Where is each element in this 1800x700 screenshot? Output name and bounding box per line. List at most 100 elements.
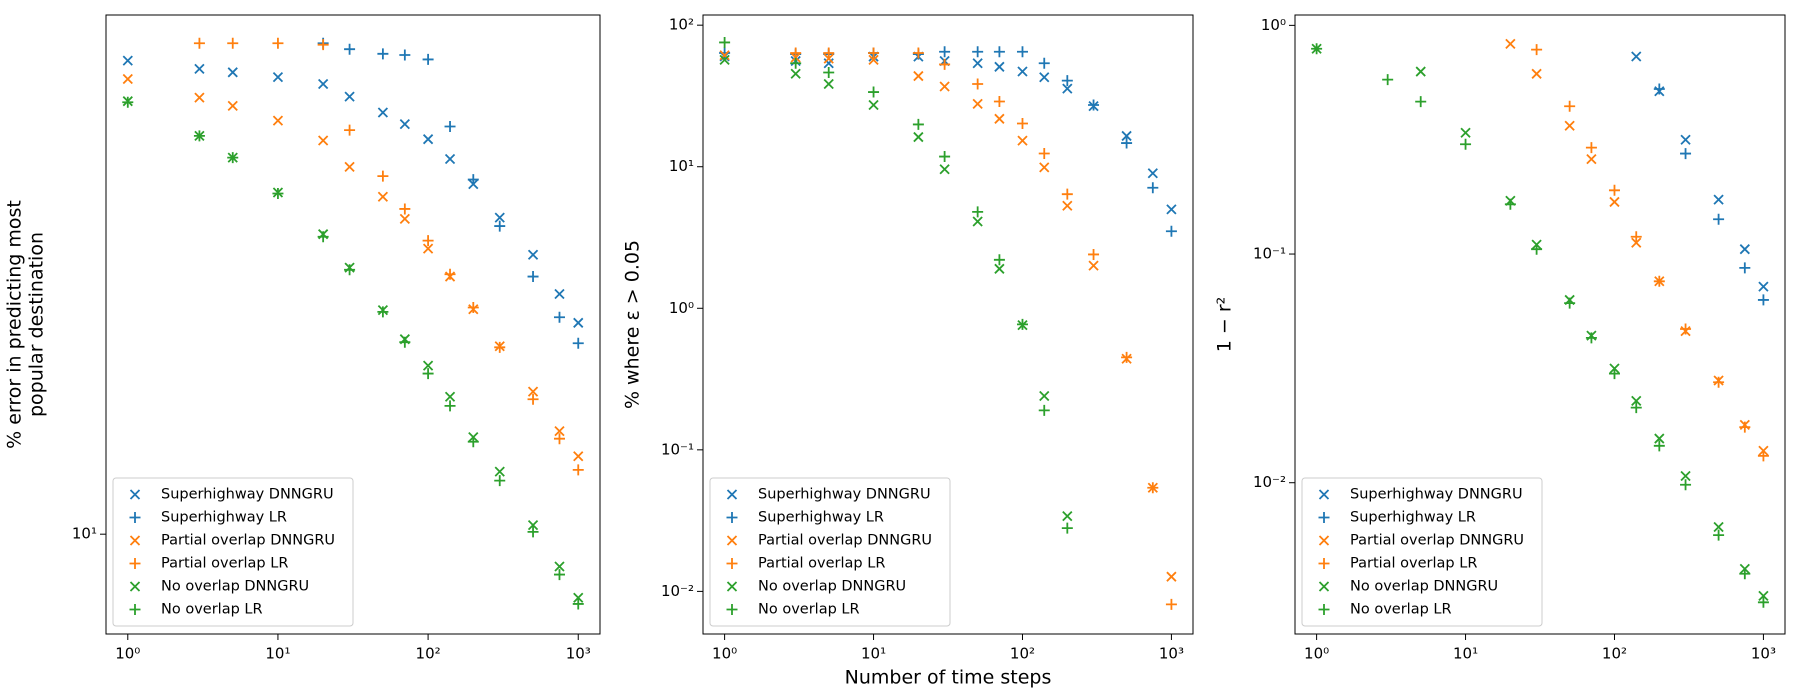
data-point — [1586, 154, 1597, 165]
data-point — [444, 153, 456, 165]
data-point — [993, 46, 1005, 58]
legend-marker — [129, 535, 141, 546]
data-point — [868, 99, 879, 111]
x-tick-label: 10¹ — [861, 645, 886, 663]
data-point — [1505, 38, 1516, 50]
legend-marker — [1318, 512, 1330, 523]
data-point — [1382, 74, 1394, 86]
data-point — [1165, 225, 1177, 237]
legend-label: Partial overlap LR — [161, 556, 288, 572]
data-point — [444, 391, 456, 402]
data-point — [1713, 213, 1725, 225]
data-point — [1017, 135, 1028, 146]
data-point — [1739, 568, 1751, 580]
data-point — [823, 53, 834, 64]
data-point — [422, 134, 434, 145]
data-point — [272, 188, 284, 200]
data-point — [939, 81, 950, 92]
data-point — [1311, 43, 1323, 55]
data-point — [527, 386, 539, 397]
data-point — [912, 118, 924, 130]
data-point — [494, 212, 505, 223]
data-point — [1147, 482, 1159, 494]
data-point — [1039, 72, 1050, 83]
data-point — [227, 100, 238, 112]
data-point — [993, 95, 1005, 107]
data-point — [467, 302, 479, 314]
legend-label: No overlap LR — [758, 602, 860, 618]
data-point — [1531, 44, 1543, 56]
legend-label: Partial overlap LR — [1350, 556, 1477, 572]
data-point — [823, 67, 835, 79]
legend-label: Superhighway DNNGRU — [758, 487, 931, 503]
data-point — [1062, 83, 1073, 94]
data-point — [1061, 75, 1073, 87]
data-point — [1564, 120, 1575, 131]
data-point — [272, 115, 284, 126]
data-point — [1713, 521, 1724, 533]
data-point — [868, 54, 879, 65]
data-point — [719, 36, 731, 48]
legend-label: Superhighway DNNGRU — [161, 487, 334, 503]
data-point — [1166, 571, 1177, 582]
legend-label: Partial overlap DNNGRU — [1350, 533, 1524, 549]
legend-label: Superhighway DNNGRU — [1350, 487, 1523, 503]
legend: Superhighway DNNGRU Superhighway LR Partia… — [1301, 477, 1543, 627]
x-tick-label: 10² — [416, 645, 441, 663]
data-point — [1061, 522, 1073, 534]
data-point — [1680, 470, 1691, 482]
data-point — [1564, 297, 1576, 309]
data-point — [494, 466, 505, 477]
data-point — [719, 47, 731, 59]
data-point — [344, 264, 356, 276]
data-point — [1038, 57, 1050, 69]
legend-label: Partial overlap DNNGRU — [161, 533, 335, 549]
data-point — [122, 73, 133, 85]
data-point — [422, 368, 434, 380]
data-point — [1739, 244, 1750, 255]
data-point — [527, 393, 539, 405]
data-point — [377, 48, 389, 60]
y-tick-label: 10¹ — [669, 157, 694, 175]
data-point — [790, 68, 801, 79]
data-point — [913, 70, 924, 82]
data-point — [344, 161, 355, 173]
data-point — [227, 37, 239, 49]
data-point — [444, 268, 456, 280]
data-point — [1713, 194, 1724, 205]
data-point — [1016, 118, 1028, 130]
data-point — [422, 235, 434, 247]
data-point — [939, 46, 951, 58]
data-point — [193, 130, 205, 142]
legend-box — [1301, 477, 1543, 627]
data-point — [444, 400, 456, 412]
data-point — [1758, 281, 1769, 292]
data-point — [1631, 395, 1642, 407]
data-point — [1631, 51, 1642, 62]
legend: Superhighway DNNGRU Superhighway LR Partia… — [709, 477, 951, 627]
data-point — [317, 39, 329, 51]
data-point — [573, 317, 584, 328]
y-tick-label: 10⁻² — [1253, 473, 1286, 491]
y-tick-label: 10² — [669, 16, 694, 34]
data-point — [868, 47, 880, 59]
data-point — [1038, 148, 1050, 160]
data-point — [377, 306, 389, 318]
data-point — [344, 43, 356, 55]
data-point — [377, 107, 389, 118]
legend-label: Superhighway LR — [161, 510, 287, 526]
data-point — [554, 561, 565, 572]
legend-marker — [1318, 558, 1330, 569]
data-point — [1460, 127, 1471, 138]
data-point — [399, 118, 410, 130]
data-point — [399, 213, 410, 224]
data-point — [1585, 142, 1597, 154]
data-point — [1039, 390, 1050, 402]
data-point — [377, 191, 389, 202]
data-point — [1121, 130, 1132, 142]
data-point — [194, 92, 205, 103]
data-point — [823, 78, 834, 90]
data-point — [527, 526, 539, 538]
data-point — [573, 451, 584, 462]
